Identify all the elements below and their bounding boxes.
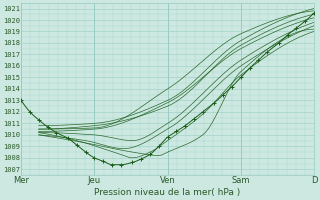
X-axis label: Pression niveau de la mer( hPa ): Pression niveau de la mer( hPa )	[94, 188, 241, 197]
